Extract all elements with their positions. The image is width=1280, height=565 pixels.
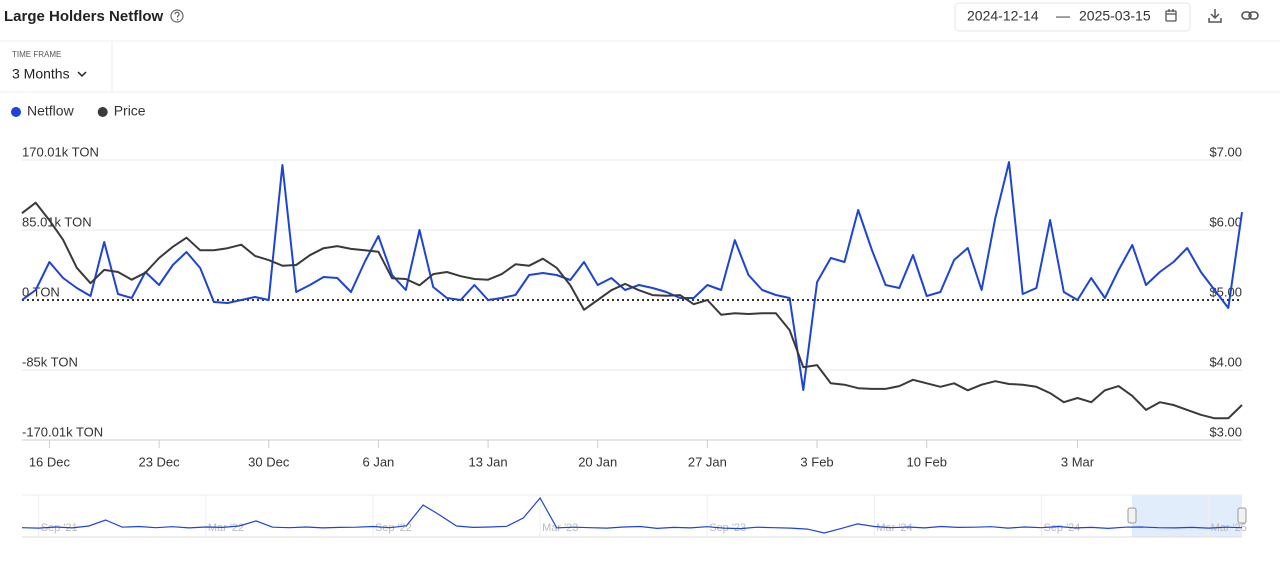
date-sep: — — [1056, 8, 1070, 24]
y2-tick-label: $3.00 — [1209, 424, 1242, 439]
navigator-handle[interactable] — [1127, 507, 1137, 524]
download-icon[interactable] — [1208, 9, 1222, 23]
y-tick-label: 0 TON — [22, 284, 60, 299]
y-tick-label: 170.01k TON — [22, 144, 99, 159]
navigator-label: Sep '21 — [41, 522, 78, 534]
series-line — [21, 201, 1243, 420]
dropdown-chevron[interactable] — [77, 71, 87, 78]
date-range[interactable] — [954, 2, 1191, 32]
y-tick-label: -170.01k TON — [22, 424, 103, 439]
navigator-label: Sep '22 — [375, 522, 412, 534]
legend-label[interactable]: Price — [114, 103, 146, 119]
y-tick-label: 85.01k TON — [22, 214, 92, 229]
x-tick-label: 3 Mar — [1061, 454, 1095, 469]
navigator-line — [21, 496, 1243, 534]
legend-marker[interactable] — [11, 107, 21, 117]
calendar-icon[interactable] — [1165, 9, 1177, 22]
y2-tick-label: $5.00 — [1209, 284, 1242, 299]
x-tick-label: 27 Jan — [688, 454, 727, 469]
x-tick-label: 13 Jan — [469, 454, 508, 469]
y2-tick-label: $7.00 — [1209, 144, 1242, 159]
series-line — [21, 161, 1243, 391]
navigator-handle[interactable] — [1237, 507, 1247, 524]
y2-tick-label: $6.00 — [1209, 214, 1242, 229]
x-tick-label: 3 Feb — [800, 454, 833, 469]
time-frame-label: TIME FRAME — [12, 50, 61, 59]
x-tick-label: 10 Feb — [906, 454, 946, 469]
x-tick-label: 30 Dec — [248, 454, 290, 469]
legend-label[interactable]: Netflow — [27, 103, 75, 119]
navigator-label: Mar '22 — [208, 522, 244, 534]
navigator-selection[interactable] — [1132, 495, 1242, 537]
page-title: Large Holders Netflow — [4, 8, 164, 25]
date-to: 2025-03-15 — [1079, 8, 1151, 24]
help-icon[interactable] — [170, 9, 184, 23]
legend-marker[interactable] — [97, 107, 108, 117]
link-icon[interactable] — [1241, 11, 1259, 20]
date-from: 2024-12-14 — [967, 8, 1039, 24]
time-frame-value[interactable]: 3 Months — [12, 66, 70, 82]
y2-tick-label: $4.00 — [1209, 354, 1242, 369]
x-tick-label: 20 Jan — [578, 454, 617, 469]
x-tick-label: 6 Jan — [362, 454, 394, 469]
navigator-label: Mar '25 — [1211, 522, 1247, 534]
navigator-label: Sep '24 — [1043, 522, 1080, 534]
x-tick-label: 23 Dec — [138, 454, 180, 469]
x-tick-label: 16 Dec — [29, 454, 71, 469]
y-tick-label: -85k TON — [22, 354, 78, 369]
